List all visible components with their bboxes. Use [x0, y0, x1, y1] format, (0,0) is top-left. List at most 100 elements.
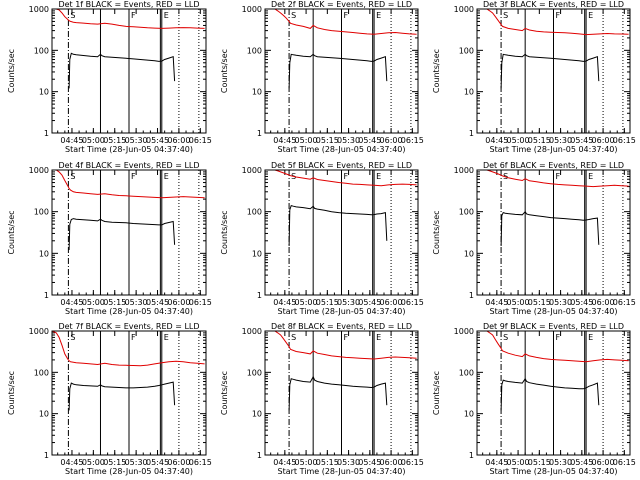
- x-axis-label: Start Time (28-Jun-05 04:37:40): [490, 467, 618, 476]
- marker-label-f: F: [556, 333, 561, 342]
- y-tick-label: 1: [257, 129, 262, 138]
- marker-label-e: E: [588, 11, 593, 20]
- y-tick-label: 1: [44, 129, 49, 138]
- y-tick-label: 10: [39, 410, 49, 419]
- marker-label-e: E: [588, 172, 593, 181]
- y-tick-label: 10: [464, 88, 474, 97]
- x-tick-label: 05:15: [316, 298, 339, 307]
- series-line-events: [500, 377, 600, 411]
- marker-label-e: E: [376, 172, 381, 181]
- y-axis-label: Counts/sec: [432, 371, 441, 415]
- marker-label-f: F: [131, 11, 136, 20]
- x-tick-label: 05:00: [507, 136, 530, 145]
- plot-frame: [51, 169, 207, 296]
- detector-panel-8: Det 8f BLACK = Events, RED = LLD Start Ti…: [220, 322, 424, 476]
- y-tick-label: 100: [459, 368, 474, 377]
- x-tick-label: 06:15: [613, 136, 636, 145]
- panel-title: Det 2f BLACK = Events, RED = LLD: [271, 0, 412, 9]
- x-tick-label: 05:00: [82, 136, 105, 145]
- y-tick-label: 100: [459, 46, 474, 55]
- x-tick-label: 05:00: [507, 458, 530, 467]
- x-tick-label: 04:45: [485, 298, 508, 307]
- marker-label-f: F: [556, 11, 561, 20]
- marker-label-f: F: [344, 333, 349, 342]
- y-tick-label: 1000: [454, 166, 474, 175]
- x-tick-label: 05:30: [125, 458, 148, 467]
- y-tick-label: 1: [257, 451, 262, 460]
- x-tick-label: 05:00: [295, 298, 318, 307]
- marker-label-s: S: [70, 333, 75, 342]
- y-tick-label: 1: [44, 291, 49, 300]
- y-tick-label: 100: [247, 208, 262, 217]
- x-tick-label: 05:00: [82, 298, 105, 307]
- marker-label-s: S: [503, 11, 508, 20]
- detector-panel-6: Det 6f BLACK = Events, RED = LLD Start Ti…: [432, 161, 636, 316]
- marker-label-e: E: [588, 333, 593, 342]
- series-line-events: [500, 210, 600, 247]
- marker-label-f: F: [131, 172, 136, 181]
- x-tick-label: 05:45: [570, 136, 593, 145]
- y-tick-label: 100: [34, 208, 49, 217]
- detector-panel-4: Det 4f BLACK = Events, RED = LLD Start Ti…: [7, 161, 212, 316]
- y-axis-label: Counts/sec: [7, 371, 16, 415]
- y-tick-label: 10: [39, 249, 49, 258]
- x-tick-label: 06:00: [380, 136, 403, 145]
- x-tick-label: 04:45: [273, 458, 296, 467]
- panel-title: Det 8f BLACK = Events, RED = LLD: [271, 322, 412, 331]
- x-tick-label: 05:45: [146, 298, 169, 307]
- y-tick-label: 10: [252, 249, 262, 258]
- y-tick-label: 10: [252, 410, 262, 419]
- x-axis-label: Start Time (28-Jun-05 04:37:40): [278, 467, 406, 476]
- x-tick-label: 06:00: [167, 298, 190, 307]
- x-tick-label: 05:15: [103, 458, 126, 467]
- marker-label-e: E: [164, 172, 169, 181]
- x-tick-label: 04:45: [485, 136, 508, 145]
- series-line-events: [288, 53, 388, 89]
- y-axis-label: Counts/sec: [432, 49, 441, 93]
- y-tick-label: 100: [247, 46, 262, 55]
- y-tick-label: 100: [247, 368, 262, 377]
- y-tick-label: 10: [39, 88, 49, 97]
- x-axis-label: Start Time (28-Jun-05 04:37:40): [490, 145, 618, 154]
- marker-label-f: F: [131, 333, 136, 342]
- y-tick-label: 1000: [29, 166, 49, 175]
- marker-label-e: E: [376, 11, 381, 20]
- y-tick-label: 1: [44, 451, 49, 460]
- panel-title: Det 9f BLACK = Events, RED = LLD: [483, 322, 624, 331]
- series-line-lld: [52, 8, 205, 29]
- y-tick-label: 10: [464, 249, 474, 258]
- y-tick-label: 1: [469, 291, 474, 300]
- marker-label-f: F: [556, 172, 561, 181]
- series-line-lld: [272, 169, 417, 187]
- x-axis-label: Start Time (28-Jun-05 04:37:40): [278, 307, 406, 316]
- x-tick-label: 04:45: [60, 458, 83, 467]
- plot-frame: [476, 169, 631, 296]
- x-tick-label: 04:45: [60, 298, 83, 307]
- panel-title: Det 1f BLACK = Events, RED = LLD: [58, 0, 199, 9]
- x-axis-label: Start Time (28-Jun-05 04:37:40): [65, 307, 193, 316]
- x-tick-label: 05:15: [316, 136, 339, 145]
- x-tick-label: 05:45: [358, 458, 381, 467]
- y-tick-label: 1: [469, 451, 474, 460]
- y-axis-label: Counts/sec: [7, 210, 16, 254]
- x-axis-label: Start Time (28-Jun-05 04:37:40): [65, 467, 193, 476]
- plot-frame: [476, 330, 631, 456]
- y-tick-label: 10: [464, 410, 474, 419]
- x-tick-label: 05:30: [549, 458, 572, 467]
- x-tick-label: 05:30: [549, 136, 572, 145]
- x-tick-label: 06:15: [189, 458, 212, 467]
- x-tick-label: 06:00: [167, 136, 190, 145]
- series-line-events: [500, 53, 600, 89]
- x-tick-label: 06:15: [401, 298, 424, 307]
- series-line-lld: [484, 330, 629, 363]
- marker-label-f: F: [344, 172, 349, 181]
- plot-frame: [51, 8, 207, 134]
- detector-panel-5: Det 5f BLACK = Events, RED = LLD Start Ti…: [220, 161, 424, 316]
- x-tick-label: 05:00: [295, 458, 318, 467]
- detector-panel-1: Det 1f BLACK = Events, RED = LLD Start Ti…: [7, 0, 212, 154]
- series-line-lld: [272, 8, 417, 35]
- marker-label-s: S: [291, 333, 296, 342]
- y-tick-label: 1: [469, 129, 474, 138]
- x-tick-label: 05:30: [549, 298, 572, 307]
